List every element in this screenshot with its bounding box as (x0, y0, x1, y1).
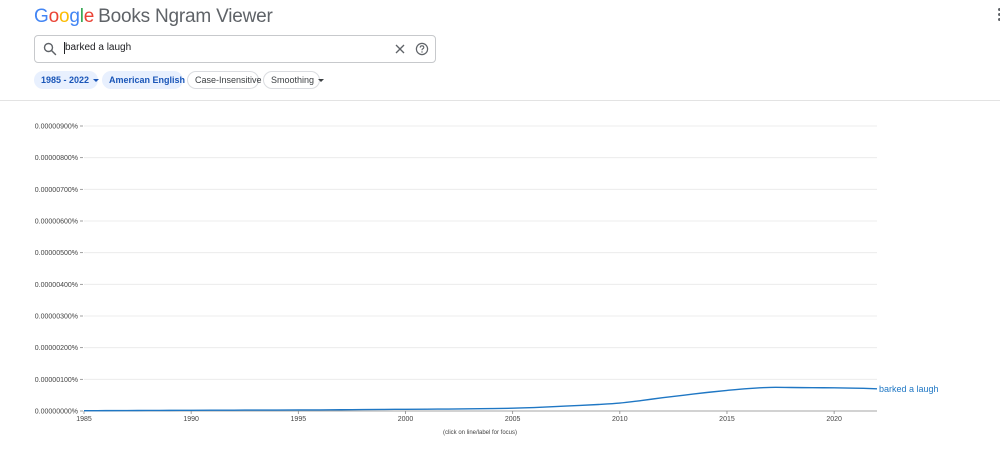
y-tick-label: 0.00000500% (35, 250, 78, 257)
logo-letter: o (48, 6, 60, 27)
y-tick-label: 0.00000200% (35, 345, 78, 352)
text-caret (64, 42, 65, 54)
chevron-down-icon (318, 79, 325, 83)
logo-letter: G (34, 6, 49, 27)
header-divider (0, 100, 1000, 101)
google-books-ngram-logo[interactable]: Google Books Ngram Viewer (34, 6, 273, 28)
series-line[interactable] (83, 386, 878, 412)
y-tick-label: 0.00000400% (35, 282, 78, 289)
close-icon[interactable] (394, 43, 406, 55)
series-label[interactable]: barked a laugh (879, 384, 939, 394)
y-tick-label: 0.00000700% (35, 187, 78, 194)
y-tick-label: 0.00000900% (35, 124, 78, 131)
chart-hint: (click on line/label for focus) (442, 430, 518, 436)
y-tick-label: 0.00000100% (35, 377, 78, 384)
corpus-label: American English (109, 75, 186, 85)
product-name: Books Ngram Viewer (98, 6, 273, 27)
smoothing-dropdown[interactable]: Smoothing (263, 71, 325, 89)
search-input[interactable]: barked a laugh (65, 42, 132, 53)
corpus-dropdown[interactable]: American English (102, 71, 196, 89)
search-icon (43, 42, 57, 56)
search-box[interactable]: barked a laugh (34, 35, 436, 63)
app-header: Google Books Ngram Viewer (0, 0, 1000, 34)
x-tick-label: 2000 (398, 416, 414, 423)
ngram-chart: 0.00000000% 0.00000100% 0.00000200% 0.00000… (35, 124, 939, 424)
smoothing-label: Smoothing (271, 75, 315, 85)
logo-letter: l (79, 6, 84, 27)
x-tick-label: 2020 (826, 416, 842, 423)
y-tick-label: 0.00000800% (35, 155, 78, 162)
x-tick-label: 2010 (612, 416, 628, 423)
logo-letter: o (58, 6, 70, 27)
case-label: Case-Insensitive (195, 75, 262, 85)
logo-letter: g (69, 6, 80, 27)
case-insensitive-toggle[interactable]: Case-Insensitive (187, 71, 262, 89)
y-tick-label: 0.00000600% (35, 219, 78, 226)
x-tick-label: 1985 (76, 416, 92, 423)
year-range-label: 1985 - 2022 (41, 75, 90, 85)
help-circle-icon[interactable] (415, 42, 429, 56)
chevron-down-icon (93, 79, 100, 83)
x-tick-label: 2005 (505, 416, 521, 423)
more-vert-icon[interactable] (996, 8, 1000, 24)
year-range-dropdown[interactable]: 1985 - 2022 (34, 71, 100, 89)
y-tick-label: 0.00000300% (35, 314, 78, 321)
x-tick-label: 1995 (291, 416, 307, 423)
logo-letter: e (83, 6, 95, 27)
x-tick-label: 1990 (183, 416, 199, 423)
x-tick-label: 2015 (719, 416, 735, 423)
y-tick-label: 0.00000000% (35, 409, 78, 416)
